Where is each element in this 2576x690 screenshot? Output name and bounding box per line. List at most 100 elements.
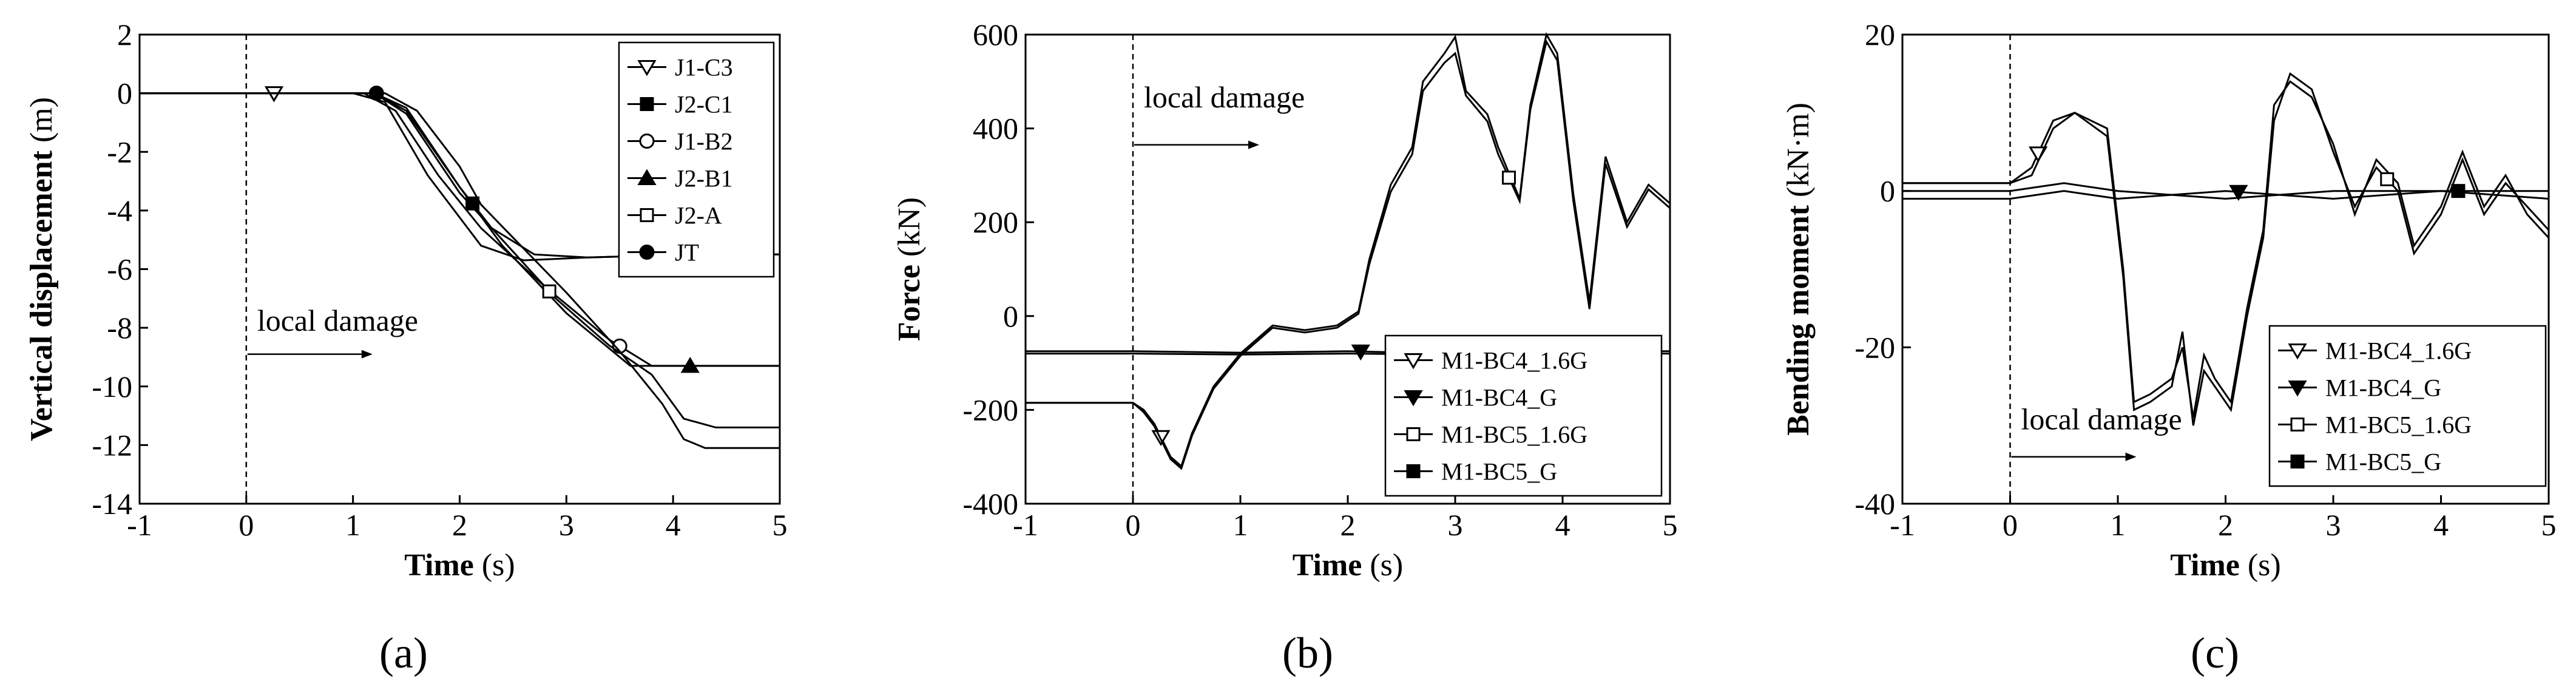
panel-c: -1 0 1 2 3 4 5 20 0 -20 -40 Time (s) Bending moment … (1781, 18, 2557, 583)
legend-label: M1-BC5_G (2325, 448, 2441, 476)
y-tick-label: 20 (1865, 18, 1895, 52)
series-line-jt (140, 92, 780, 449)
x-axis-label: Time (2170, 548, 2248, 583)
legend-label: J2-A (675, 202, 722, 229)
y-axis-label: Vertical displacement (24, 143, 59, 441)
y-tick-label: -4 (107, 194, 132, 228)
y-axis-title: Vertical displacement (m) (24, 97, 59, 441)
y-tick-label: -12 (92, 428, 132, 462)
legend-marker-j1-c3 (637, 60, 657, 76)
x-tick-label: -1 (1013, 508, 1038, 542)
y-tick-label: 600 (973, 18, 1018, 52)
annotation-local-damage: local damage (1144, 80, 1305, 114)
x-axis-title: Time (s) (2170, 548, 2280, 583)
y-tick-label: 0 (117, 76, 132, 110)
series-line-m1-bc5-1-6g (1026, 39, 1671, 470)
x-axis-title: Time (s) (404, 548, 515, 583)
legend-label: M1-BC4_1.6G (1441, 347, 1587, 374)
series-marker-m1-bc4-g (1351, 344, 1370, 361)
panel-label-a: (a) (379, 629, 428, 677)
series-marker-m1-bc5-1-6g (1502, 171, 1516, 185)
legend-label: M1-BC4_G (2325, 374, 2441, 402)
legend-box (618, 41, 775, 278)
annotation-local-damage: local damage (257, 303, 418, 337)
y-tick-label: -2 (107, 135, 132, 169)
x-tick-label: -1 (1890, 508, 1915, 542)
x-axis-unit: (s) (482, 548, 515, 583)
legend-label: M1-BC4_G (1441, 384, 1557, 411)
series-marker-jt (368, 86, 384, 101)
legend-label: J2-B1 (675, 165, 733, 192)
series-line-m1-bc5-1-6g (1902, 72, 2550, 426)
y-tick-label: -400 (962, 487, 1018, 521)
legend-label: M1-BC5_G (1441, 458, 1557, 485)
x-tick-label: 3 (2326, 508, 2341, 542)
y-axis-unit: (kN) (892, 197, 927, 257)
x-tick-label: 2 (2218, 508, 2233, 542)
legend-box (2268, 325, 2547, 487)
legend-label: J2-C1 (675, 91, 733, 118)
legend-marker-m1-bc5-g (2290, 455, 2305, 468)
y-tick-label: -14 (92, 487, 132, 521)
y-tick-label: 2 (117, 18, 132, 52)
x-axis-unit: (s) (2248, 548, 2281, 583)
annotation-arrow-head (1248, 140, 1259, 149)
y-axis-title: Force (kN) (892, 197, 927, 341)
legend-marker-jt (639, 245, 655, 260)
legend-marker-m1-bc4-g (2288, 381, 2307, 397)
series-marker-m1-bc4-g (2229, 184, 2248, 201)
x-tick-label: 0 (1126, 508, 1141, 542)
x-tick-label: 5 (1663, 508, 1678, 542)
legend-marker-m1-bc5-g (1406, 464, 1421, 478)
x-tick-label: 4 (666, 508, 681, 542)
legend-marker-j2-c1 (640, 97, 654, 111)
y-tick-label: -10 (92, 370, 132, 404)
y-tick-label: 200 (973, 205, 1018, 239)
x-tick-label: 1 (345, 508, 360, 542)
legend-label: JT (675, 239, 699, 266)
y-tick-label: -200 (962, 393, 1018, 427)
legend-marker-m1-bc4-1-6g (1404, 353, 1423, 370)
y-tick-label: -40 (1854, 487, 1895, 521)
x-tick-label: -1 (127, 508, 152, 542)
legend-marker-m1-bc4-1-6g (2288, 343, 2307, 360)
x-axis-title: Time (s) (1293, 548, 1403, 583)
series-line-m1-bc5-g (1902, 182, 2549, 200)
legend-marker-j1-b2 (639, 134, 655, 149)
x-tick-label: 0 (238, 508, 254, 542)
legend-marker-m1-bc5-1-6g (1406, 427, 1421, 441)
series-marker-m1-bc5-g (2451, 184, 2466, 198)
legend-label: M1-BC5_1.6G (1441, 421, 1587, 448)
legend-label: M1-BC5_1.6G (2325, 411, 2472, 439)
panel-label-b: (b) (1282, 629, 1333, 677)
legend-label: J1-C3 (675, 54, 733, 81)
x-tick-label: 2 (1340, 508, 1356, 542)
y-tick-label: 0 (1003, 299, 1018, 333)
x-axis-label: Time (1293, 548, 1370, 583)
legend-marker-j2-a (640, 208, 654, 222)
x-tick-label: 2 (452, 508, 467, 542)
x-tick-label: 3 (559, 508, 574, 542)
annotation-arrow-head (2125, 452, 2137, 461)
y-axis-unit: (kN·m) (1781, 103, 1816, 197)
x-axis-label: Time (404, 548, 482, 583)
annotation-local-damage: local damage (2021, 402, 2182, 436)
y-tick-label: 400 (973, 112, 1018, 146)
y-axis-title: Bending moment (kN·m) (1781, 103, 1816, 436)
x-tick-label: 4 (2433, 508, 2449, 542)
x-tick-label: 1 (2111, 508, 2126, 542)
legend-marker-j2-b1 (637, 169, 657, 185)
x-tick-label: 4 (1555, 508, 1570, 542)
legend-marker-m1-bc5-1-6g (2290, 418, 2305, 431)
legend-box (1384, 334, 1663, 497)
y-tick-label: -20 (1854, 330, 1895, 364)
y-axis-unit: (m) (24, 97, 59, 143)
y-tick-label: -8 (107, 311, 132, 345)
x-tick-label: 5 (2541, 508, 2557, 542)
y-tick-label: 0 (1880, 174, 1895, 208)
legend-label: M1-BC4_1.6G (2325, 337, 2472, 365)
y-tick-label: -6 (107, 252, 132, 286)
legend-marker-m1-bc4-g (1404, 390, 1423, 407)
